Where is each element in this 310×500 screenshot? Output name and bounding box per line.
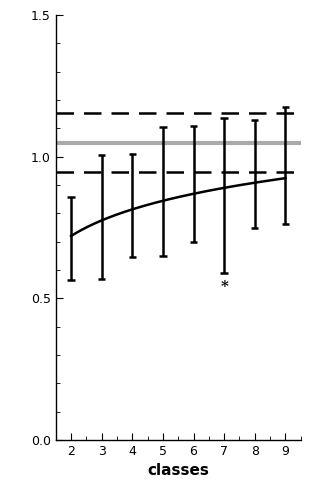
Text: *: * xyxy=(220,280,228,294)
X-axis label: classes: classes xyxy=(147,464,209,478)
